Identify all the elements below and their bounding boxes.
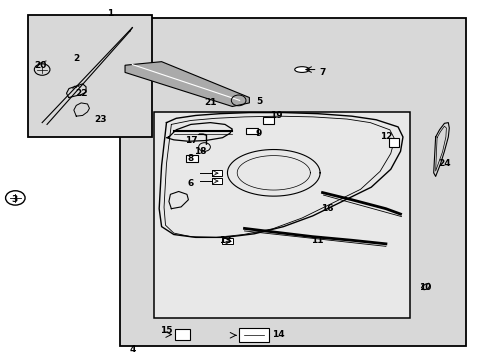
Text: 11: 11 (311, 237, 323, 246)
FancyBboxPatch shape (262, 117, 274, 124)
Text: 4: 4 (129, 345, 135, 354)
Text: 1: 1 (107, 9, 113, 18)
Text: 22: 22 (75, 89, 87, 98)
Text: 6: 6 (187, 179, 194, 188)
Text: 23: 23 (94, 114, 107, 123)
Text: 20: 20 (35, 61, 47, 70)
FancyBboxPatch shape (388, 138, 398, 147)
Text: 9: 9 (255, 129, 262, 138)
Text: 14: 14 (272, 330, 285, 339)
Text: 12: 12 (379, 132, 391, 141)
Text: 3: 3 (11, 195, 18, 204)
Text: 21: 21 (203, 98, 216, 107)
FancyBboxPatch shape (212, 178, 222, 184)
Text: 24: 24 (437, 159, 450, 168)
Text: 7: 7 (319, 68, 325, 77)
FancyBboxPatch shape (246, 128, 258, 134)
FancyBboxPatch shape (174, 329, 190, 340)
FancyBboxPatch shape (239, 328, 269, 342)
Text: 5: 5 (256, 96, 262, 105)
Text: 10: 10 (418, 283, 430, 292)
Polygon shape (125, 62, 249, 107)
Text: 2: 2 (73, 54, 79, 63)
Text: 13: 13 (218, 237, 231, 246)
Text: 8: 8 (187, 154, 194, 163)
Text: 18: 18 (194, 147, 206, 156)
FancyBboxPatch shape (186, 155, 198, 162)
FancyBboxPatch shape (154, 112, 409, 318)
FancyBboxPatch shape (27, 15, 152, 137)
Ellipse shape (294, 67, 309, 72)
FancyBboxPatch shape (222, 238, 232, 244)
FancyBboxPatch shape (120, 18, 466, 346)
Text: 15: 15 (160, 326, 172, 335)
Text: 19: 19 (269, 111, 282, 120)
FancyBboxPatch shape (212, 170, 222, 176)
Text: 16: 16 (321, 204, 333, 213)
Text: 17: 17 (184, 136, 197, 145)
